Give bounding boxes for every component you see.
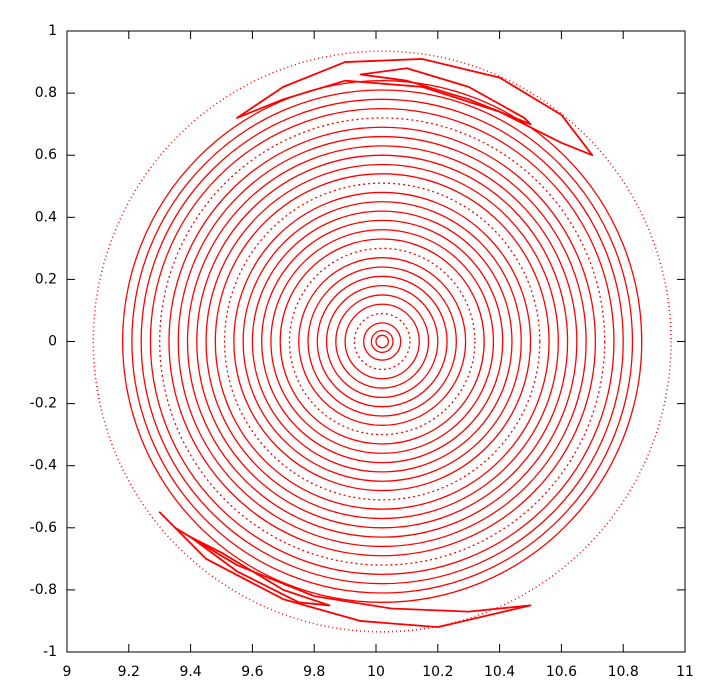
x-tick-label: 9.4 [179,664,201,680]
orbit-ring [298,257,467,426]
y-tick-label: 0.6 [35,147,57,163]
orbit-ring [375,334,390,349]
orbit-ring [362,322,402,361]
y-tick-label: -1 [43,644,57,660]
orbit-ring [159,117,606,566]
orbit-ring [307,266,457,417]
x-tick-label: 11 [676,664,694,680]
y-tick-label: -0.2 [30,396,57,412]
orbit-ring [344,303,420,380]
x-tick-label: 9 [63,664,72,680]
orbit-ring [288,247,476,436]
orbit-ring [242,201,522,482]
orbit-ring [233,191,532,492]
y-tick-label: 0.4 [35,209,57,225]
x-tick-label: 9.2 [118,664,140,680]
island-orbit [158,511,532,629]
island-orbit [359,67,532,126]
y-tick-label: -0.6 [30,520,57,536]
orbit-ring [335,294,430,389]
chaotic-boundary [92,50,672,633]
orbit-ring [149,107,615,576]
orbit-ring [186,145,578,538]
y-tick-label: -0.4 [30,458,57,474]
orbit-ring [140,98,624,585]
orbit-ring [223,182,541,501]
x-tick-label: 10.8 [608,664,639,680]
orbit-ring [279,238,485,445]
x-tick-label: 10.6 [546,664,577,680]
island-orbit [189,536,331,607]
orbit-ring [131,89,634,594]
orbit-ring [370,329,394,354]
y-tick-label: 0 [48,334,57,350]
y-tick-label: -0.8 [30,582,57,598]
orbit-ring [353,312,411,371]
orbit-ring [214,173,550,510]
orbit-ring [316,275,448,408]
orbit-ring [261,219,504,464]
orbit-ring [251,210,513,473]
y-tick-label: 1 [48,23,57,39]
x-tick-label: 9.6 [241,664,263,680]
y-tick-label: 0.8 [35,85,57,101]
orbit-ring [121,80,643,603]
x-tick-label: 10.4 [484,664,515,680]
orbit-ring [325,284,439,399]
orbit-ring [177,135,587,548]
orbit-ring [205,163,559,520]
x-tick-label: 10 [367,664,385,680]
x-tick-label: 10.2 [422,664,453,680]
y-tick-label: 0.2 [35,271,57,287]
island-orbit [236,58,594,157]
x-tick-label: 9.8 [303,664,325,680]
orbit-ring [168,126,597,557]
orbit-ring [196,154,569,529]
orbit-ring [270,229,495,454]
